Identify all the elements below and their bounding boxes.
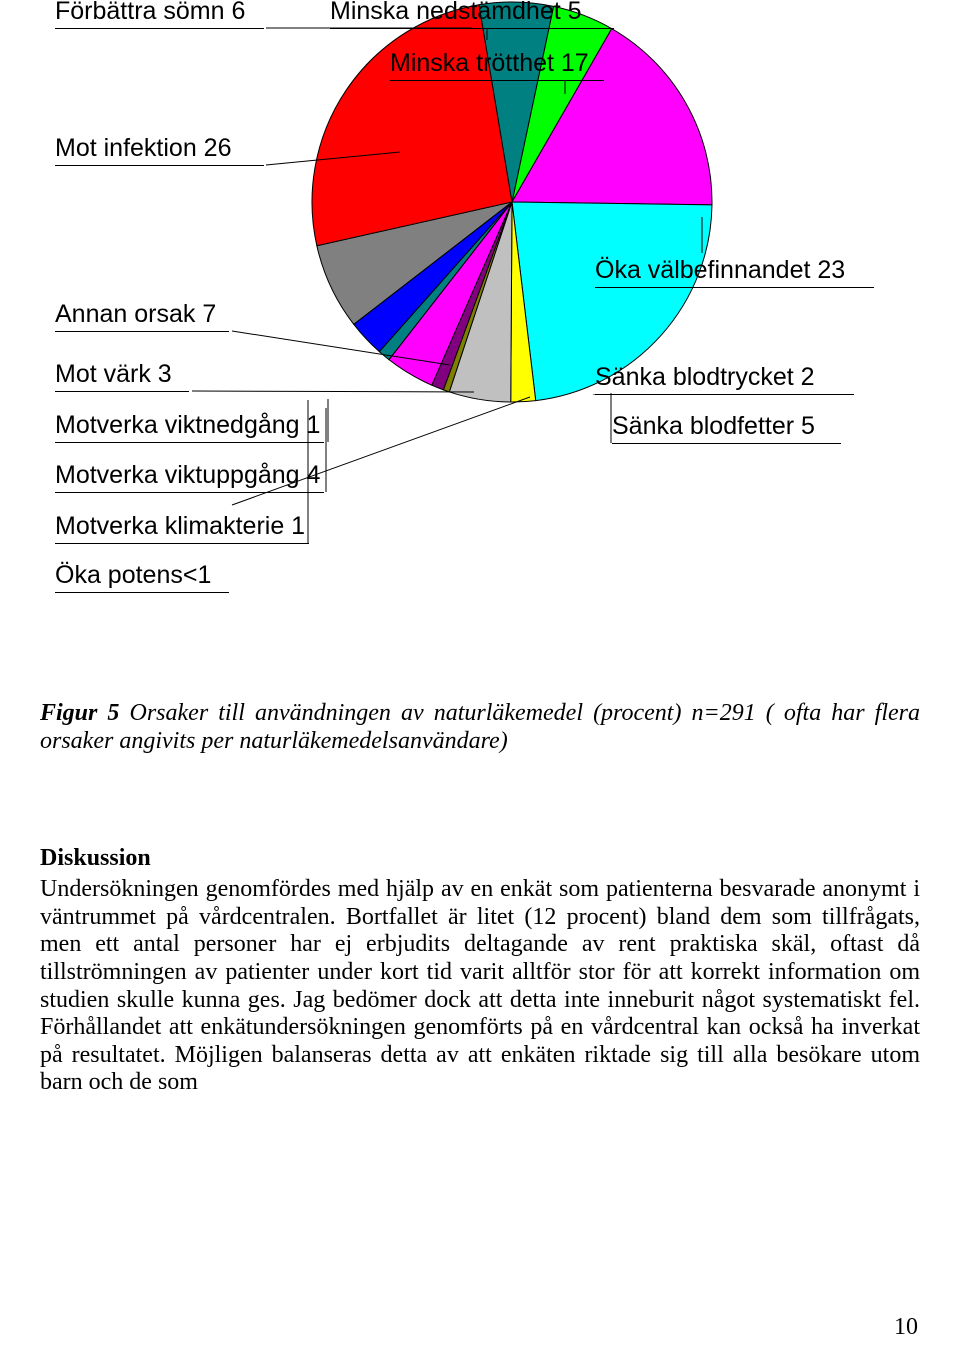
chart-label: Motverka viktuppgång 4 xyxy=(55,458,324,493)
figure-caption: Figur 5 Orsaker till användningen av nat… xyxy=(40,700,920,755)
chart-label: Förbättra sömn 6 xyxy=(55,0,264,29)
chart-label: Sänka blodtrycket 2 xyxy=(595,360,854,395)
caption-figure-number: Figur 5 xyxy=(40,700,119,726)
body-paragraph: Undersökningen genomfördes med hjälp av … xyxy=(40,876,920,1097)
chart-label: Motverka klimakterie 1 xyxy=(55,509,309,544)
chart-label: Sänka blodfetter 5 xyxy=(612,409,841,444)
chart-label: Motverka viktnedgång 1 xyxy=(55,408,324,443)
chart-label: Minska nedstämdhet 5 xyxy=(330,0,614,29)
pie-chart-figure: Minska nedstämdhet 5 Minska trötthet 17 Ök… xyxy=(40,0,920,660)
chart-label: Öka välbefinnandet 23 xyxy=(595,253,874,288)
page: Minska nedstämdhet 5 Minska trötthet 17 Ök… xyxy=(0,0,960,1359)
chart-label: Minska trötthet 17 xyxy=(390,46,604,81)
chart-label: Mot infektion 26 xyxy=(55,131,264,166)
section-heading: Diskussion xyxy=(40,845,920,872)
chart-label: Annan orsak 7 xyxy=(55,297,229,332)
chart-label: Öka potens<1 xyxy=(55,558,229,593)
chart-label: Mot värk 3 xyxy=(55,357,189,392)
caption-text: Orsaker till användningen av naturläkeme… xyxy=(40,700,920,754)
page-number: 10 xyxy=(894,1314,918,1341)
